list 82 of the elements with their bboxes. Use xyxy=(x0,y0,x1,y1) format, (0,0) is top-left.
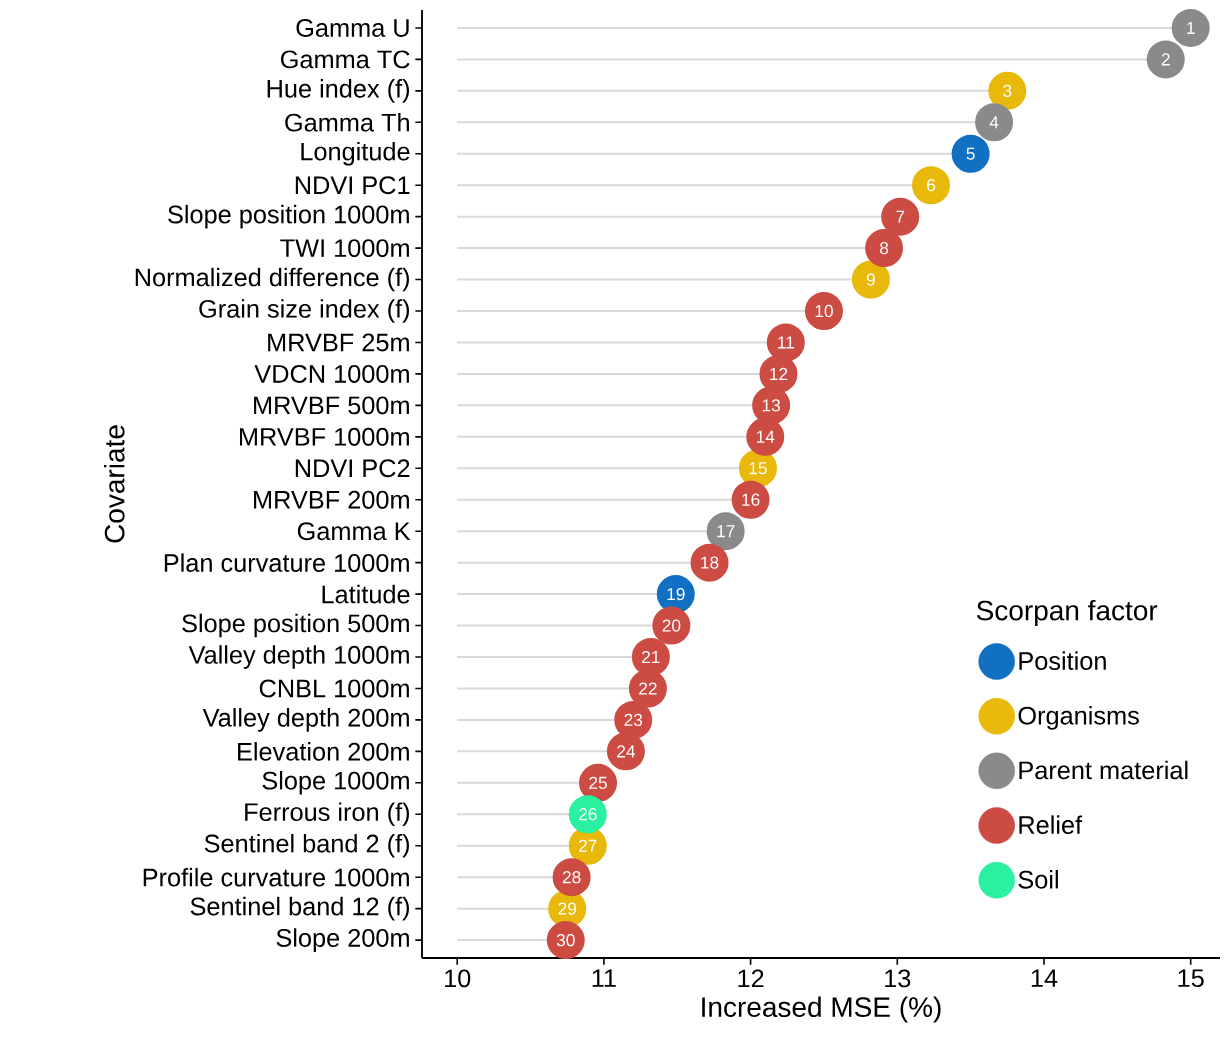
y-tick-label: NDVI PC2 xyxy=(295,459,410,478)
y-tick-label: Sentinel band 2 (f) xyxy=(204,833,409,858)
annotation: 27 xyxy=(579,839,597,852)
y-tick-label: NDVI PC1 xyxy=(295,176,410,195)
y-tick-label: Slope 1000m xyxy=(262,771,409,795)
annotation: 24 xyxy=(617,745,636,758)
legend-label: Position xyxy=(1019,651,1106,670)
y-tick-label: MRVBF 500m xyxy=(254,396,409,415)
legend-label: Soil xyxy=(1018,870,1058,889)
annotation: 3 xyxy=(1003,84,1012,97)
point xyxy=(975,103,1014,142)
point xyxy=(865,229,904,268)
y-tick-label: Slope 200m xyxy=(276,928,409,952)
legend-label: Parent material xyxy=(1019,760,1188,780)
annotation: 6 xyxy=(927,179,936,192)
y-tick-label: Slope position 1000m xyxy=(168,204,409,229)
point xyxy=(951,134,990,173)
annotation: 22 xyxy=(639,682,657,695)
x-tick-label: 10 xyxy=(445,969,471,988)
annotation: 20 xyxy=(662,619,681,632)
x-tick-label: 13 xyxy=(885,969,911,988)
y-axis-title: Covariate xyxy=(104,425,125,543)
x-tick-label: 14 xyxy=(1031,969,1058,987)
legend-label: Relief xyxy=(1019,815,1083,834)
x-tick-label: 11 xyxy=(592,969,616,987)
annotation: 11 xyxy=(778,336,794,349)
y-tick-label: Gamma K xyxy=(297,522,411,541)
y-tick-label: MRVBF 1000m xyxy=(239,427,409,446)
annotation: 26 xyxy=(579,808,597,821)
annotation: 4 xyxy=(989,116,999,129)
y-tick-label: Grain size index (f) xyxy=(199,299,410,323)
point xyxy=(988,71,1027,110)
annotation: 16 xyxy=(742,493,760,506)
annotation: 1 xyxy=(1187,21,1195,34)
annotation: 10 xyxy=(815,304,833,318)
y-tick-label: Normalized difference (f) xyxy=(135,267,409,292)
annotation: 30 xyxy=(556,933,575,947)
annotation: 9 xyxy=(866,273,875,286)
y-tick-label: Gamma TC xyxy=(281,50,410,69)
x-axis-title: Increased MSE (%) xyxy=(702,996,941,1023)
y-tick-label: MRVBF 200m xyxy=(254,490,409,509)
y-tick-label: Gamma U xyxy=(296,18,409,37)
y-tick-label: Slope position 500m xyxy=(182,613,409,638)
point xyxy=(881,197,920,236)
y-tick-label: Sentinel band 12 (f) xyxy=(190,896,409,921)
y-tick-label: Gamma Th xyxy=(285,112,409,132)
annotation: 21 xyxy=(642,650,660,664)
annotation: 17 xyxy=(717,525,735,538)
y-tick-label: VDCN 1000m xyxy=(254,364,409,383)
legend-label: Organisms xyxy=(1018,706,1139,730)
y-tick-label: Valley depth 1000m xyxy=(188,645,409,669)
y-tick-label: TWI 1000m xyxy=(280,239,409,258)
y-tick-label: Profile curvature 1000m xyxy=(143,867,409,887)
y-tick-label: Elevation 200m xyxy=(238,742,409,761)
annotation: 8 xyxy=(880,241,889,255)
annotation: 14 xyxy=(756,430,775,443)
annotation: 7 xyxy=(896,210,905,223)
annotation: 15 xyxy=(749,462,767,475)
annotation: 5 xyxy=(966,147,975,160)
annotation: 23 xyxy=(624,713,643,727)
point xyxy=(1146,40,1185,79)
y-tick-label: MRVBF 25m xyxy=(268,333,409,352)
x-tick-label: 15 xyxy=(1178,969,1204,988)
annotation: 2 xyxy=(1161,53,1170,66)
y-tick-label: Ferrous iron (f) xyxy=(245,802,410,827)
y-tick-label: Latitude xyxy=(322,584,410,604)
annotation: 28 xyxy=(562,871,581,884)
y-tick-label: Valley depth 200m xyxy=(202,708,409,732)
annotation: 25 xyxy=(589,776,607,789)
y-tick-label: Longitude xyxy=(301,141,410,166)
x-tick-label: 12 xyxy=(738,969,764,988)
y-tick-label: Plan curvature 1000m xyxy=(164,553,409,572)
legend-title: Scorpan factor xyxy=(976,599,1158,627)
annotation: 12 xyxy=(770,367,788,380)
point xyxy=(912,166,951,205)
annotation: 19 xyxy=(667,587,685,601)
annotation: 18 xyxy=(701,556,719,569)
annotation: 29 xyxy=(558,902,577,915)
y-tick-label: Hue index (f) xyxy=(267,79,410,103)
annotation: 13 xyxy=(762,399,781,412)
point xyxy=(851,260,890,299)
y-tick-label: CNBL 1000m xyxy=(259,679,409,698)
